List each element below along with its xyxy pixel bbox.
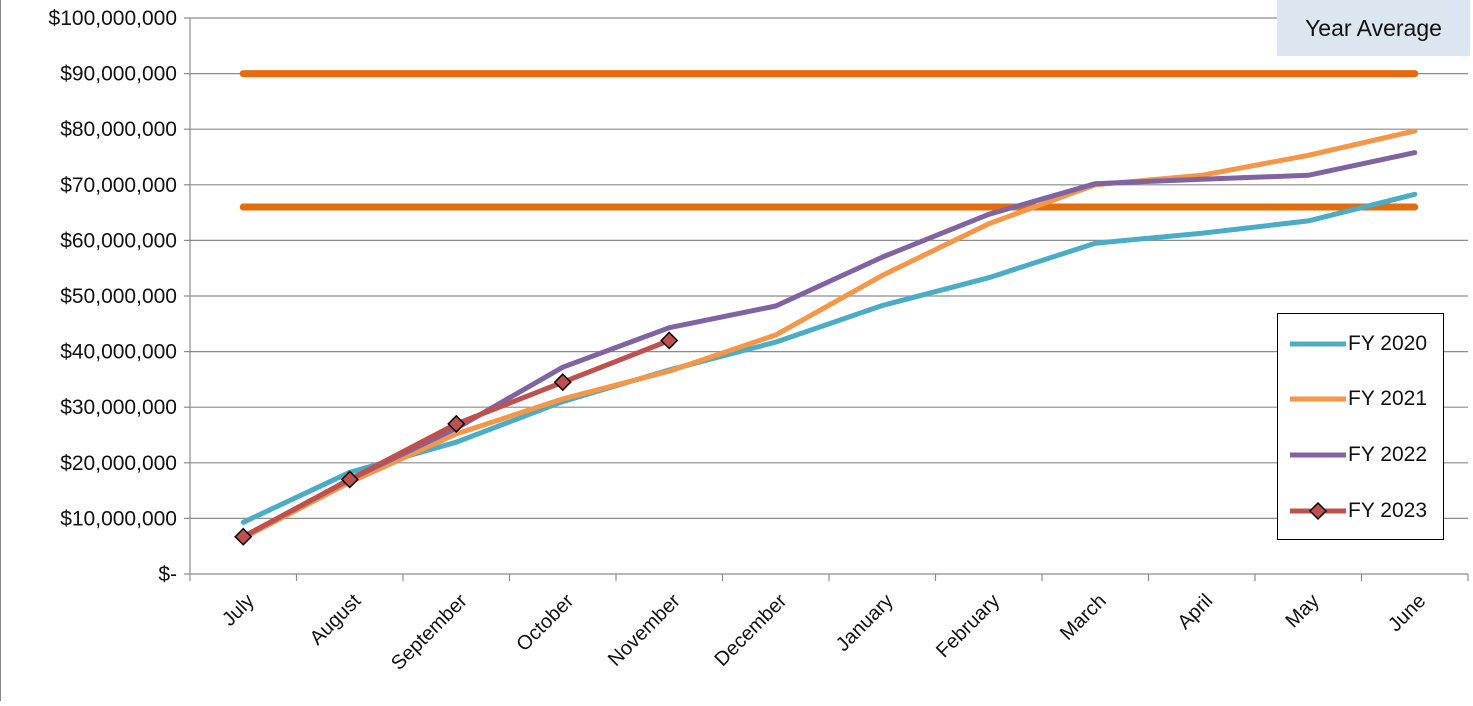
legend-label-fy2022: FY 2022 — [1348, 443, 1428, 466]
y-tick-label-0: $- — [158, 563, 177, 586]
x-tick-label-april: April — [1173, 590, 1217, 634]
y-tick-label-1: $10,000,000 — [60, 507, 177, 530]
legend-item-fy2023: FY 2023 — [1278, 496, 1443, 526]
legend-swatch-fy2023 — [1290, 501, 1346, 521]
x-tick-label-june: June — [1384, 590, 1430, 636]
x-tick-label-july: July — [218, 590, 259, 631]
series-line-fy2021 — [240, 128, 1418, 541]
y-tick-label-2: $20,000,000 — [60, 452, 177, 475]
x-tick-label-october: October — [512, 590, 578, 656]
x-tick-label-november: November — [604, 590, 685, 671]
data-point-fy2023-august — [340, 470, 359, 489]
y-tick-label-7: $70,000,000 — [60, 174, 177, 197]
y-tick-label-6: $60,000,000 — [60, 229, 177, 252]
y-tick-label-8: $80,000,000 — [60, 118, 177, 141]
x-tick-label-february: February — [932, 590, 1004, 662]
legend-label-fy2020: FY 2020 — [1348, 332, 1428, 355]
data-point-fy2023-october — [553, 373, 572, 392]
x-tick-label-august: August — [306, 590, 366, 650]
legend-label-fy2021: FY 2021 — [1348, 387, 1428, 410]
legend-label-fy2023: FY 2023 — [1348, 499, 1428, 522]
data-point-fy2023-november — [660, 331, 679, 350]
y-tick-label-5: $50,000,000 — [60, 285, 177, 308]
year-average-label: Year Average — [1277, 0, 1470, 56]
x-tick-label-december: December — [710, 590, 791, 671]
legend-swatch-fy2021 — [1290, 396, 1346, 402]
x-tick-label-january: January — [832, 590, 898, 656]
x-tick-label-march: March — [1056, 590, 1111, 645]
legend-item-fy2020: FY 2020 — [1278, 329, 1443, 359]
legend-item-fy2022: FY 2022 — [1278, 440, 1443, 470]
chart-legend: FY 2020 FY 2021 FY 2022 FY 2023 — [1277, 313, 1444, 540]
legend-item-fy2021: FY 2021 — [1278, 384, 1443, 414]
chart-frame-edge — [0, 0, 1, 701]
y-tick-label-4: $40,000,000 — [60, 341, 177, 364]
series-line-fy2020 — [240, 191, 1418, 525]
y-tick-label-9: $90,000,000 — [60, 63, 177, 86]
legend-swatch-fy2020 — [1290, 341, 1346, 347]
x-tick-label-may: May — [1282, 590, 1324, 632]
legend-swatch-fy2022 — [1290, 452, 1346, 458]
data-point-fy2023-september — [447, 414, 466, 433]
y-tick-label-10: $100,000,000 — [49, 7, 177, 30]
y-tick-label-3: $30,000,000 — [60, 396, 177, 419]
data-point-fy2023-july — [234, 527, 253, 546]
series-line-fy2022 — [240, 150, 1418, 540]
x-tick-label-september: September — [387, 590, 472, 675]
